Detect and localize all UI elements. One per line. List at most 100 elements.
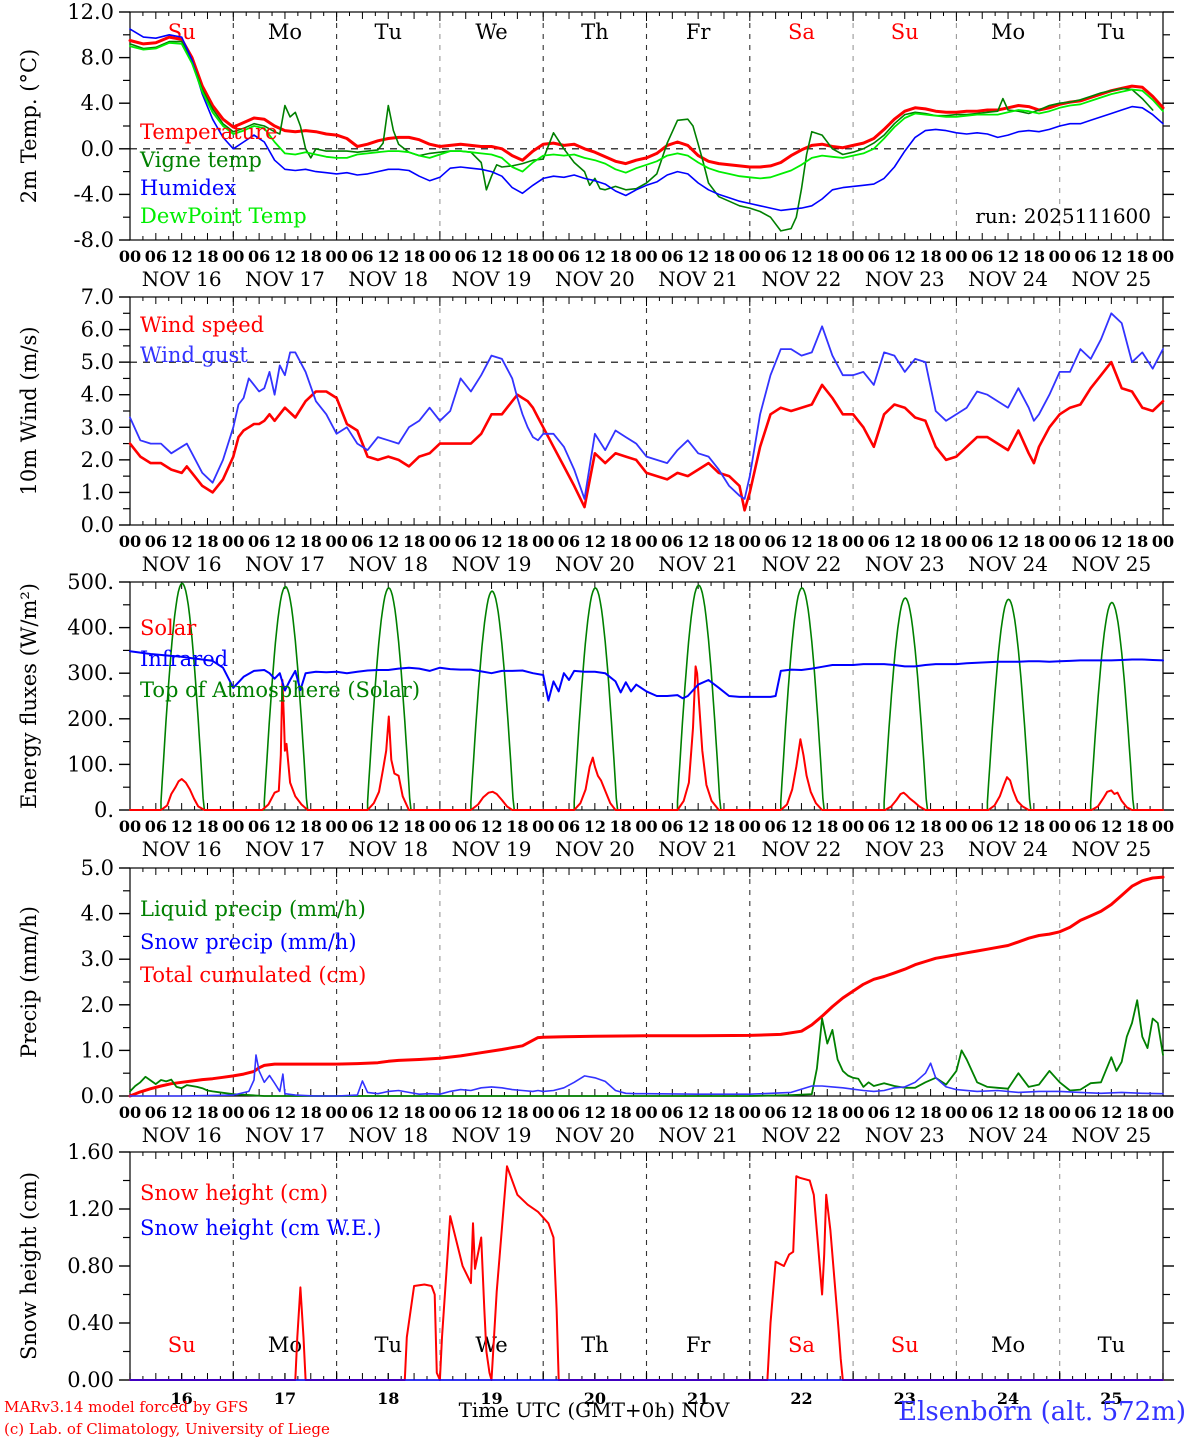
y-tick-label: 6.0	[81, 318, 114, 342]
x-date-label: NOV 16	[142, 837, 222, 861]
x-day-number-label: 16	[171, 1389, 193, 1408]
legend-dewpoint-temp: DewPoint Temp	[140, 204, 307, 228]
x-hour-label: 18	[506, 247, 528, 266]
x-hour-label: 12	[687, 1103, 709, 1122]
legend-item: Wind speed	[140, 313, 264, 337]
x-date-label: NOV 16	[142, 267, 222, 291]
x-date-label: NOV 22	[762, 1123, 842, 1147]
day-name-label: Tu	[374, 1333, 402, 1357]
x-hour-label: 06	[351, 817, 373, 836]
x-hour-label: 06	[351, 1103, 373, 1122]
x-hour-label: 00	[1049, 532, 1071, 551]
x-hour-label: 12	[584, 817, 606, 836]
day-name-label: Su	[891, 1333, 919, 1357]
x-hour-label: 06	[971, 247, 993, 266]
x-hour-label: 06	[971, 532, 993, 551]
footer-copyright-line: (c) Lab. of Climatology, University of L…	[4, 1420, 330, 1438]
x-hour-label: 12	[377, 817, 399, 836]
x-hour-label: 18	[300, 247, 322, 266]
x-hour-label: 00	[325, 1103, 347, 1122]
x-hour-label: 06	[558, 817, 580, 836]
series-humidex	[129, 28, 1164, 212]
x-hour-label: 12	[894, 247, 916, 266]
series-wind-speed	[128, 360, 1165, 512]
x-date-label: NOV 16	[142, 552, 222, 576]
day-name-label: Tu	[1098, 1333, 1126, 1357]
x-hour-label: 00	[1049, 1103, 1071, 1122]
x-date-label: NOV 21	[658, 552, 738, 576]
day-name-label: We	[475, 1333, 507, 1357]
x-hour-label: 12	[997, 1103, 1019, 1122]
x-hour-label: 18	[1023, 817, 1045, 836]
y-tick-label: 4.0	[81, 383, 114, 407]
x-date-label: NOV 18	[348, 1123, 428, 1147]
y-tick-label: 5.0	[81, 856, 114, 880]
x-date-label: NOV 23	[865, 837, 945, 861]
x-hour-label: 12	[997, 817, 1019, 836]
x-hour-label: 18	[1023, 532, 1045, 551]
x-hour-label: 12	[377, 532, 399, 551]
x-date-label: NOV 19	[452, 837, 532, 861]
y-tick-label: 300.	[67, 661, 114, 685]
x-hour-label: 18	[919, 247, 941, 266]
x-date-label: NOV 18	[348, 837, 428, 861]
x-hour-label: 00	[945, 247, 967, 266]
x-hour-label: 00	[739, 1103, 761, 1122]
x-hour-label: 06	[145, 247, 167, 266]
day-name-label: Th	[581, 1333, 609, 1357]
x-hour-label: 06	[764, 247, 786, 266]
x-hour-label: 00	[325, 247, 347, 266]
x-hour-label: 06	[971, 1103, 993, 1122]
day-name-label: Fr	[686, 1333, 712, 1357]
x-hour-label: 18	[403, 817, 425, 836]
x-hour-label: 18	[610, 247, 632, 266]
day-name-label: Tu	[374, 20, 402, 44]
x-hour-label: 00	[1152, 247, 1174, 266]
legend-item: Solar	[140, 616, 197, 640]
y-axis-title: 10m Wind (m/s)	[17, 326, 41, 495]
x-hour-label: 12	[790, 1103, 812, 1122]
x-date-label: NOV 22	[762, 837, 842, 861]
x-hour-label: 06	[248, 532, 270, 551]
x-hour-label: 18	[713, 1103, 735, 1122]
x-hour-label: 18	[403, 532, 425, 551]
x-hour-label: 12	[274, 532, 296, 551]
x-hour-label: 18	[506, 532, 528, 551]
series-snow-precip-mm-h	[129, 1054, 1164, 1097]
x-date-label: NOV 17	[245, 267, 325, 291]
x-hour-label: 00	[739, 247, 761, 266]
x-hour-label: 06	[764, 817, 786, 836]
x-hour-label: 18	[1023, 247, 1045, 266]
x-date-label: NOV 21	[658, 267, 738, 291]
x-hour-label: 00	[842, 532, 864, 551]
x-hour-label: 00	[325, 817, 347, 836]
x-date-label: NOV 20	[555, 1123, 635, 1147]
x-hour-label: 00	[532, 817, 554, 836]
legend-item: Liquid precip (mm/h)	[140, 897, 366, 921]
x-hour-label: 00	[429, 817, 451, 836]
x-hour-label: 00	[429, 247, 451, 266]
x-date-label: NOV 24	[968, 552, 1048, 576]
y-tick-label: 0.0	[81, 1084, 114, 1108]
x-date-label: NOV 19	[452, 1123, 532, 1147]
x-day-number-label: 24	[997, 1389, 1019, 1408]
x-hour-label: 00	[119, 247, 141, 266]
x-hour-label: 18	[1126, 1103, 1148, 1122]
y-axis-title: Energy fluxes (W/m²)	[17, 583, 41, 809]
station-label: Elsenborn (alt. 572m)	[898, 1397, 1186, 1427]
y-tick-label: 3.0	[81, 415, 114, 439]
day-name-label: Fr	[686, 20, 712, 44]
x-hour-label: 06	[455, 1103, 477, 1122]
x-hour-label: 06	[145, 1103, 167, 1122]
x-hour-label: 18	[816, 817, 838, 836]
x-day-number-label: 20	[584, 1389, 606, 1408]
y-axis-title: 2m Temp. (°C)	[17, 49, 41, 203]
x-hour-label: 06	[455, 532, 477, 551]
legend-item: Snow height (cm W.E.)	[140, 1216, 381, 1240]
x-hour-label: 12	[377, 247, 399, 266]
x-hour-label: 06	[661, 1103, 683, 1122]
x-hour-label: 12	[480, 817, 502, 836]
x-hour-label: 00	[1152, 532, 1174, 551]
